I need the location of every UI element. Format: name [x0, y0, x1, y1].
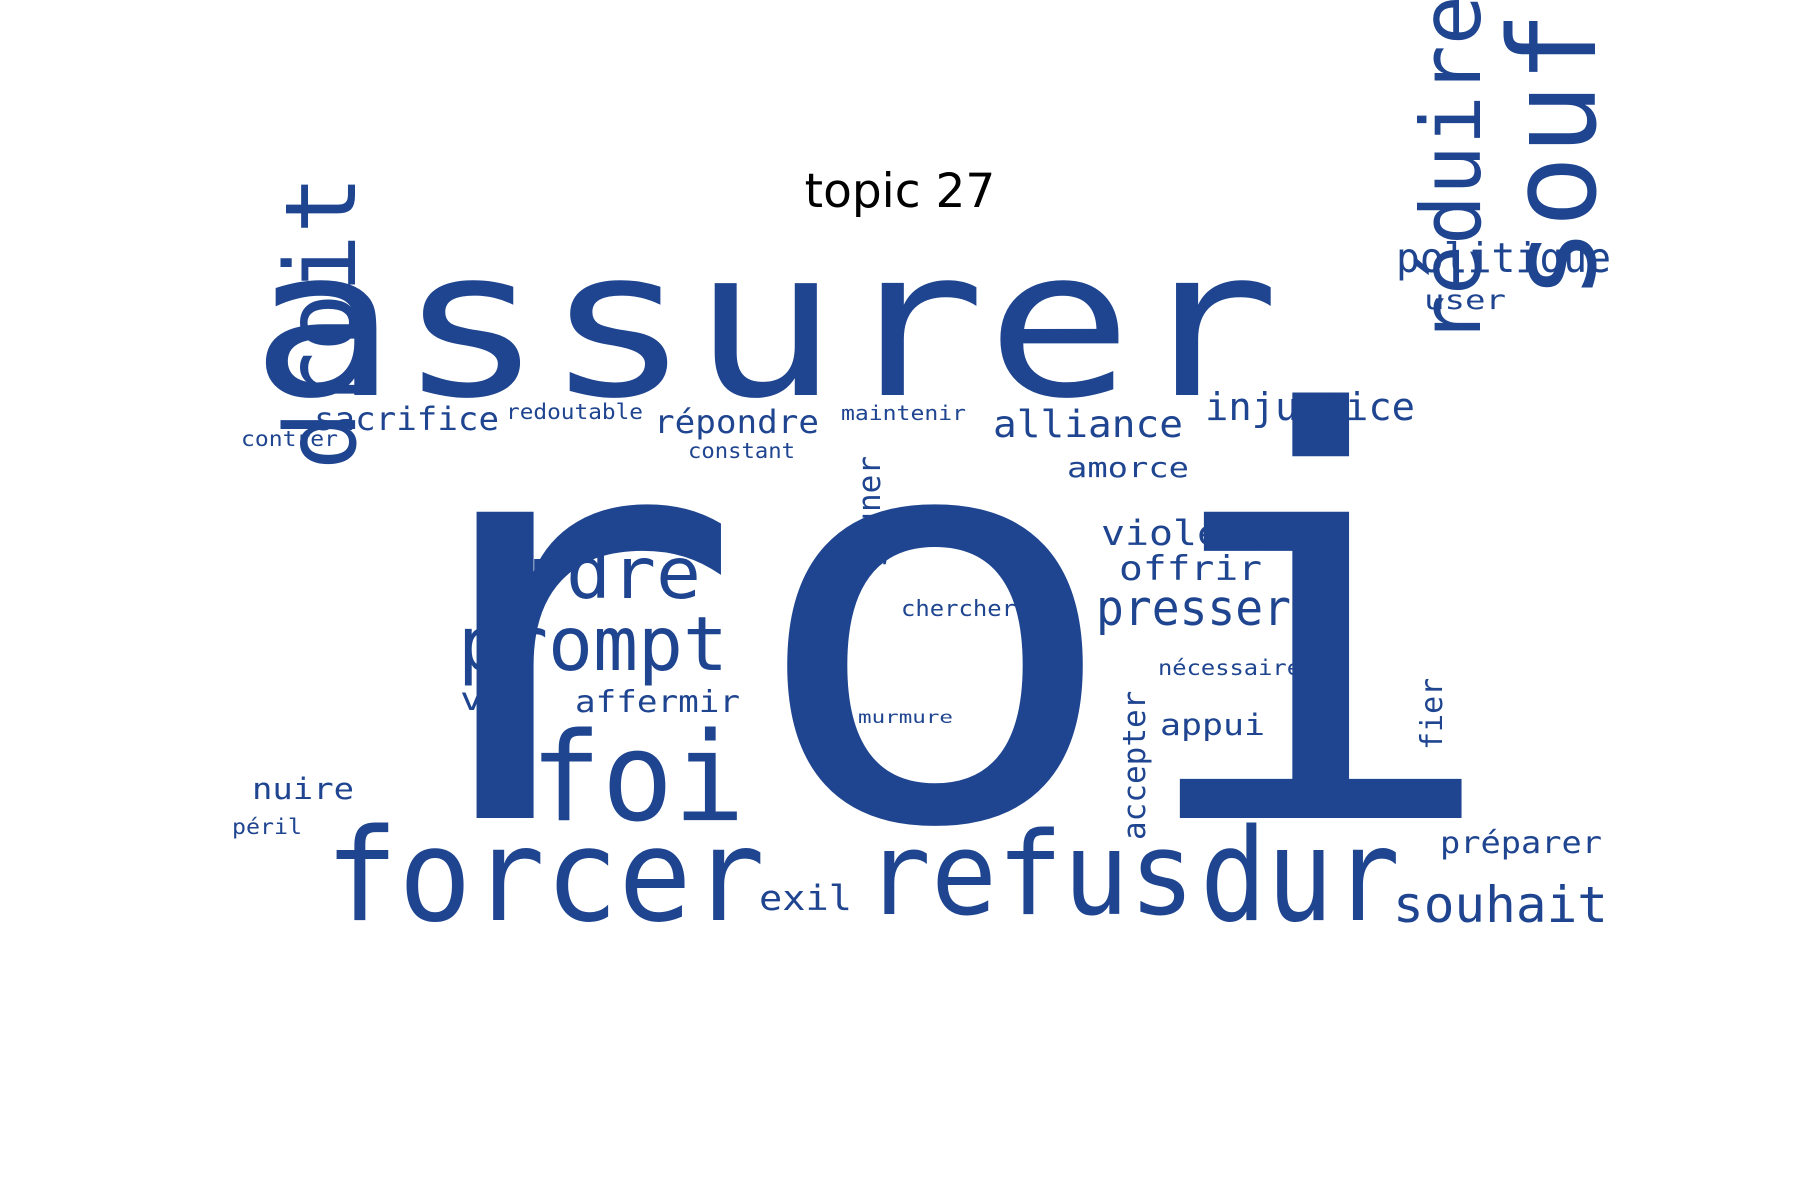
word-presser: presser — [1096, 580, 1291, 637]
word-nécessaire: nécessaire — [1158, 656, 1301, 680]
word-dur: dur — [1200, 802, 1400, 951]
word-aveuglement: aveuglement — [868, 528, 983, 544]
word-injustice: injustice — [1205, 385, 1415, 429]
word-foi: foi — [530, 707, 745, 850]
word-alliance: alliance — [993, 403, 1183, 446]
word-appui: appui — [1160, 708, 1265, 742]
word-amorce: amorce — [1067, 451, 1189, 484]
word-préparer: préparer — [1440, 826, 1602, 861]
word-constant: constant — [688, 439, 795, 463]
word-droit: droit — [265, 175, 379, 470]
word-redoutable: redoutable — [506, 400, 643, 424]
word-accepter: accepter — [1117, 691, 1153, 840]
word-fier: fier — [1415, 678, 1450, 750]
word-chercher: chercher — [901, 597, 1016, 622]
chart-title: topic 27 — [804, 164, 996, 219]
word-offrir: offrir — [1119, 549, 1262, 589]
word-sacrifice: sacrifice — [314, 400, 499, 438]
word-exil: exil — [759, 879, 852, 919]
word-ordre: ordre — [476, 532, 701, 615]
word-réduire: réduire — [1403, 0, 1500, 345]
word-assurer: assurer — [250, 206, 1280, 444]
word-maintenir: maintenir — [841, 401, 966, 425]
word-péril: péril — [232, 815, 302, 839]
word-politique: politique — [1396, 234, 1611, 282]
word-souhait: souhait — [1393, 876, 1608, 934]
word-violence: violence — [1101, 514, 1293, 554]
word-prompt: prompt — [458, 600, 728, 688]
word-contrer: contrer — [241, 427, 338, 451]
word-affermir: affermir — [575, 685, 740, 720]
word-vœu: vœu — [460, 680, 530, 718]
word-roi: roi — [365, 299, 1505, 951]
word-refus: refus — [865, 808, 1195, 942]
word-souffrir: souffrir — [1485, 0, 1624, 300]
word-répondre: répondre — [654, 403, 819, 441]
word-murmure: murmure — [858, 708, 953, 728]
word-forcer: forcer — [325, 802, 765, 951]
word-gagner: gagner — [852, 456, 888, 568]
word-nuire: nuire — [252, 772, 354, 806]
word-user: user — [1424, 285, 1506, 316]
